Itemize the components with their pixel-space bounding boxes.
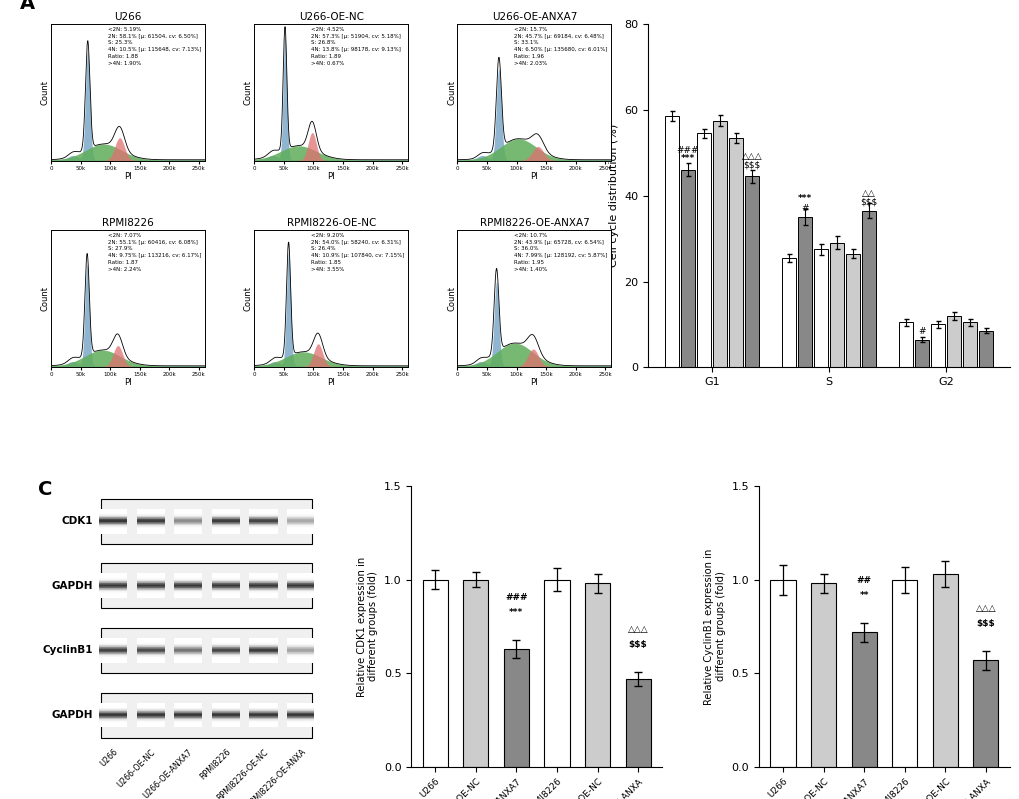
- Bar: [810, 583, 836, 767]
- Text: <2N: 5.19%
2N: 58.1% [μ: 61504, cv: 6.50%]
S: 25.3%
4N: 10.5% [μ: 115648, cv: 7.: <2N: 5.19% 2N: 58.1% [μ: 61504, cv: 6.50…: [108, 26, 201, 66]
- Bar: [797, 217, 811, 368]
- Text: △△△: △△△: [741, 153, 761, 161]
- Text: RPMI8226: RPMI8226: [198, 747, 232, 781]
- Bar: [931, 574, 957, 767]
- Bar: [101, 628, 312, 673]
- X-axis label: PI: PI: [530, 172, 538, 181]
- Bar: [813, 249, 827, 368]
- X-axis label: PI: PI: [327, 172, 334, 181]
- Bar: [829, 243, 844, 368]
- Y-axis label: Cell cycle distribution (%): Cell cycle distribution (%): [608, 124, 619, 268]
- Bar: [978, 331, 993, 368]
- Text: $$$: $$$: [975, 619, 995, 629]
- Text: △△△: △△△: [627, 625, 648, 634]
- Text: GAPDH: GAPDH: [52, 581, 93, 590]
- Y-axis label: Count: Count: [446, 80, 455, 105]
- X-axis label: PI: PI: [124, 172, 131, 181]
- Bar: [584, 583, 609, 767]
- Text: △△: △△: [861, 189, 875, 198]
- Title: U266-OE-NC: U266-OE-NC: [299, 12, 364, 22]
- Bar: [769, 580, 795, 767]
- X-axis label: PI: PI: [124, 378, 131, 387]
- Text: A: A: [20, 0, 36, 13]
- Bar: [696, 133, 710, 368]
- Bar: [946, 316, 961, 368]
- Text: ***: ***: [508, 608, 523, 617]
- Bar: [728, 137, 743, 368]
- Text: <2N: 10.7%
2N: 43.9% [μ: 65728, cv: 6.54%]
S: 36.0%
4N: 7.99% [μ: 128192, cv: 5.: <2N: 10.7% 2N: 43.9% [μ: 65728, cv: 6.54…: [514, 233, 607, 272]
- X-axis label: PI: PI: [530, 378, 538, 387]
- Bar: [861, 211, 875, 368]
- Y-axis label: Count: Count: [41, 286, 50, 312]
- Text: ***: ***: [680, 154, 694, 164]
- Text: $$$: $$$: [860, 197, 876, 206]
- Bar: [962, 322, 976, 368]
- Text: U266: U266: [98, 747, 119, 769]
- Text: CyclinB1: CyclinB1: [43, 646, 93, 655]
- Bar: [898, 322, 912, 368]
- Y-axis label: Relative CDK1 expression in
different groups (fold): Relative CDK1 expression in different gr…: [357, 556, 378, 697]
- Text: $$$: $$$: [743, 161, 760, 170]
- Text: RPMI8226-OE-ANXA: RPMI8226-OE-ANXA: [245, 747, 308, 799]
- Text: <2N: 15.7%
2N: 45.7% [μ: 69184, cv: 6.48%]
S: 33.1%
4N: 6.50% [μ: 135680, cv: 6.: <2N: 15.7% 2N: 45.7% [μ: 69184, cv: 6.48…: [514, 26, 607, 66]
- Bar: [712, 121, 727, 368]
- Text: **: **: [859, 591, 868, 600]
- Bar: [422, 580, 447, 767]
- Bar: [463, 580, 488, 767]
- Bar: [845, 253, 859, 368]
- Bar: [972, 660, 998, 767]
- Bar: [101, 499, 312, 543]
- Bar: [101, 563, 312, 608]
- Text: ###: ###: [504, 593, 527, 602]
- Title: RPMI8226-OE-ANXA7: RPMI8226-OE-ANXA7: [479, 218, 589, 228]
- Bar: [680, 170, 694, 368]
- Text: <2N: 9.20%
2N: 54.0% [μ: 58240, cv: 6.31%]
S: 26.4%
4N: 10.9% [μ: 107840, cv: 7.: <2N: 9.20% 2N: 54.0% [μ: 58240, cv: 6.31…: [311, 233, 405, 272]
- Text: <2N: 4.52%
2N: 57.3% [μ: 51904, cv: 5.18%]
S: 26.8%
4N: 13.8% [μ: 98178, cv: 9.1: <2N: 4.52% 2N: 57.3% [μ: 51904, cv: 5.18…: [311, 26, 400, 66]
- Y-axis label: Count: Count: [446, 286, 455, 312]
- Text: #: #: [917, 328, 925, 336]
- Text: U266-OE-ANXA7: U266-OE-ANXA7: [142, 747, 195, 799]
- Y-axis label: Count: Count: [244, 80, 253, 105]
- Bar: [744, 177, 758, 368]
- Text: GAPDH: GAPDH: [52, 710, 93, 720]
- Text: $$$: $$$: [628, 640, 647, 649]
- Text: RPMI8226-OE-NC: RPMI8226-OE-NC: [215, 747, 270, 799]
- Text: ***: ***: [797, 194, 811, 204]
- Y-axis label: Count: Count: [41, 80, 50, 105]
- Text: ##: ##: [856, 576, 871, 586]
- Bar: [544, 580, 569, 767]
- Text: ###: ###: [676, 146, 698, 155]
- Bar: [664, 117, 679, 368]
- Text: U266-OE-NC: U266-OE-NC: [115, 747, 157, 789]
- Text: △△△: △△△: [974, 604, 996, 614]
- Title: U266: U266: [114, 12, 142, 22]
- Bar: [914, 340, 928, 368]
- Bar: [781, 258, 796, 368]
- Bar: [503, 649, 529, 767]
- Title: RPMI8226-OE-NC: RPMI8226-OE-NC: [286, 218, 376, 228]
- Text: CDK1: CDK1: [61, 516, 93, 527]
- Y-axis label: Relative CyclinB1 expression in
different groups (fold): Relative CyclinB1 expression in differen…: [704, 548, 726, 705]
- Title: RPMI8226: RPMI8226: [102, 218, 154, 228]
- Text: #: #: [801, 204, 808, 213]
- Bar: [101, 693, 312, 737]
- Text: C: C: [38, 480, 52, 499]
- Bar: [930, 324, 945, 368]
- Y-axis label: Count: Count: [244, 286, 253, 312]
- Title: U266-OE-ANXA7: U266-OE-ANXA7: [491, 12, 577, 22]
- Bar: [625, 679, 650, 767]
- Text: <2N: 7.07%
2N: 55.1% [μ: 60416, cv: 6.08%]
S: 27.9%
4N: 9.75% [μ: 113216, cv: 6.: <2N: 7.07% 2N: 55.1% [μ: 60416, cv: 6.08…: [108, 233, 201, 272]
- Bar: [892, 580, 916, 767]
- Bar: [851, 632, 875, 767]
- X-axis label: PI: PI: [327, 378, 334, 387]
